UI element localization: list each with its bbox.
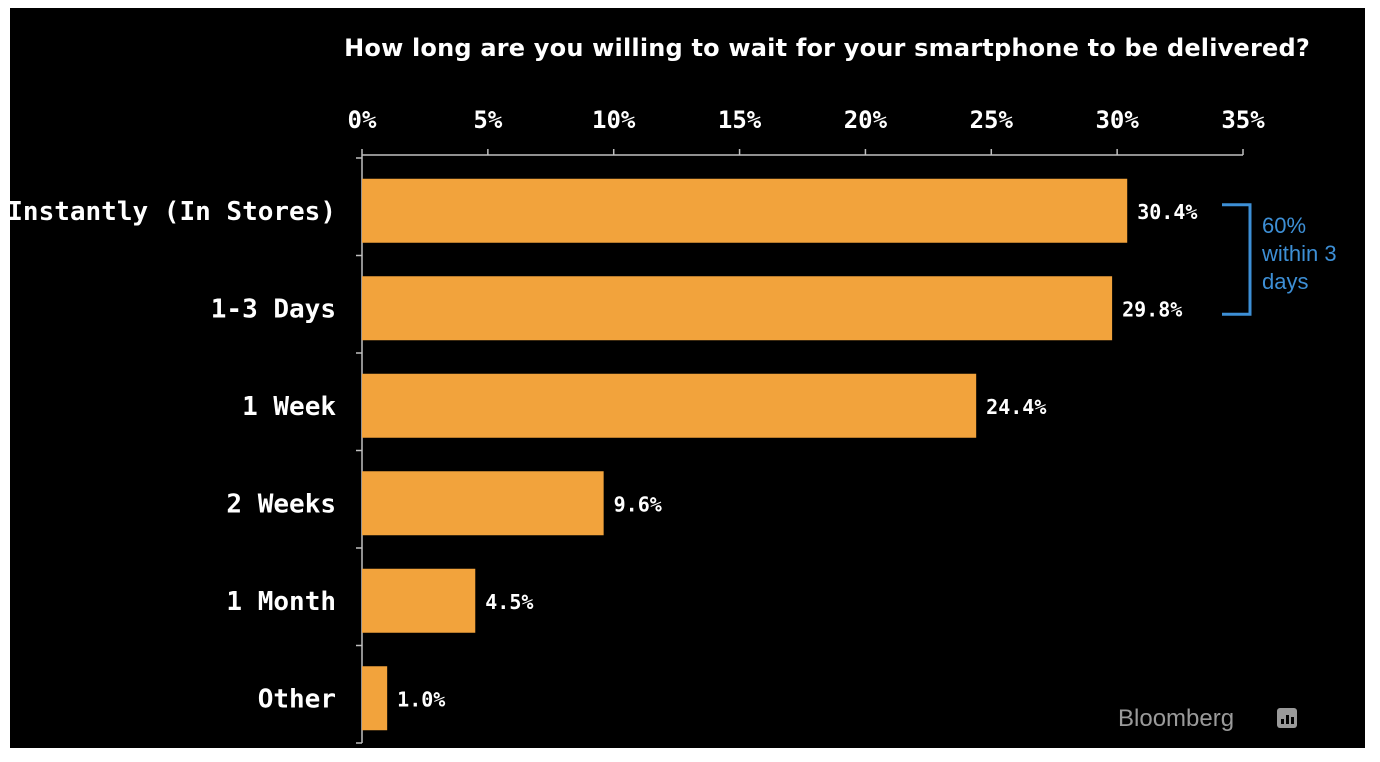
chart-title: How long are you willing to wait for you…: [344, 34, 1310, 62]
x-tick-label: 25%: [970, 106, 1014, 134]
category-label: 1 Month: [226, 587, 336, 617]
annotation-text: within 3: [1261, 241, 1337, 266]
annotation-text: days: [1262, 269, 1308, 294]
bloomberg-icon: [1277, 708, 1297, 728]
x-tick-label: 0%: [348, 106, 377, 134]
data-label: 29.8%: [1122, 297, 1182, 321]
data-label: 24.4%: [986, 395, 1046, 419]
annotation-text: 60%: [1262, 213, 1306, 238]
bar: [362, 178, 1128, 243]
category-label: Instantly (In Stores): [7, 197, 336, 227]
data-label: 30.4%: [1137, 200, 1197, 224]
annotation-bracket: [1222, 203, 1252, 316]
category-label: 1-3 Days: [211, 294, 336, 324]
bar: [362, 471, 604, 536]
data-label: 9.6%: [614, 492, 662, 516]
bar: [362, 568, 476, 633]
category-label: 1 Week: [242, 392, 336, 422]
category-label: Other: [258, 684, 336, 714]
data-label: 1.0%: [397, 687, 445, 711]
x-tick-label: 20%: [844, 106, 888, 134]
bar: [362, 373, 977, 438]
x-tick-label: 30%: [1095, 106, 1139, 134]
x-tick-label: 15%: [718, 106, 762, 134]
source-logo: Bloomberg: [1118, 705, 1235, 732]
data-label: 4.5%: [485, 590, 533, 614]
bar: [362, 276, 1113, 341]
category-label: 2 Weeks: [226, 489, 336, 519]
x-tick-label: 35%: [1221, 106, 1265, 134]
x-tick-label: 10%: [592, 106, 636, 134]
x-tick-label: 5%: [473, 106, 502, 134]
bar: [362, 666, 388, 731]
